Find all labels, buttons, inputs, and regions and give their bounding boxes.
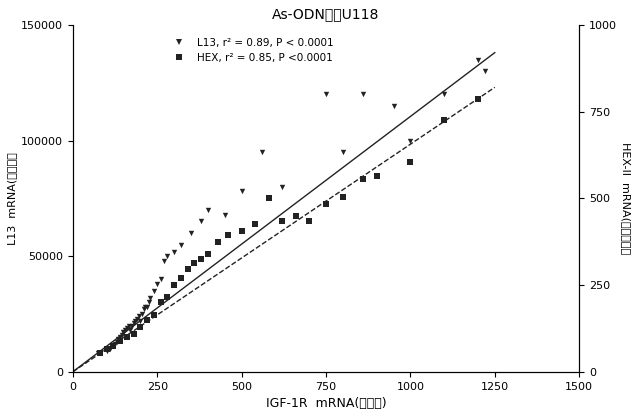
Point [105,345,115,352]
Point [321,200,331,207]
Point [277,218,287,224]
Point [250,221,260,228]
Point [125,327,135,334]
Point [175,275,186,281]
X-axis label: IGF-1R  mRNA(コピー): IGF-1R mRNA(コピー) [265,397,387,410]
Point [112,338,122,345]
Point [135,323,145,330]
Point [196,256,206,262]
Point [338,193,348,200]
Y-axis label: L13  mRNA(コピー）: L13 mRNA(コピー） [7,152,17,245]
Point [304,218,315,225]
Point [93,350,103,357]
Point [138,306,149,313]
Point [135,318,145,324]
Point [142,317,152,323]
Point [186,230,196,236]
Point [182,266,193,273]
Point [405,137,415,144]
Point [127,322,137,329]
Point [115,334,125,340]
Point [156,276,166,283]
Y-axis label: HEX-II  mRNA(コピー。）: HEX-II mRNA(コピー。） [621,142,631,254]
Title: As-ODN治療U118: As-ODN治療U118 [272,7,380,21]
Point [128,320,138,327]
Point [108,343,119,350]
Point [321,91,331,98]
Point [117,332,127,338]
Point [152,281,162,287]
Point [101,346,112,352]
Point [304,218,315,224]
Point [169,282,179,289]
Point [196,218,206,225]
Point [156,299,166,306]
Point [133,313,144,319]
Point [119,329,129,336]
Point [439,91,449,98]
Point [142,304,152,310]
Point [122,334,132,340]
Point [108,342,119,349]
Point [94,349,105,356]
Point [203,251,213,257]
Point [144,299,154,306]
Point [290,212,300,219]
Point [149,287,159,294]
Point [101,348,112,354]
Point [115,337,125,344]
Point [128,330,138,337]
Point [223,231,234,238]
Point [123,322,133,329]
Point [122,324,132,331]
Point [237,188,247,195]
Point [203,206,213,213]
Point [371,173,382,179]
Point [439,117,449,123]
Point [256,149,267,156]
Point [145,294,156,301]
Point [137,311,147,317]
Point [263,195,274,202]
Point [405,158,415,165]
Point [149,311,159,318]
Point [338,149,348,156]
Point [175,241,186,248]
Point [132,315,142,322]
Point [169,248,179,255]
Point [130,318,140,324]
Point [480,68,490,75]
Point [389,103,399,109]
Point [162,294,172,301]
Point [159,257,169,264]
Point [189,259,200,266]
Point [213,239,223,245]
Point [237,228,247,235]
Point [358,91,368,98]
Point [219,211,230,218]
Point [120,327,130,334]
Point [140,304,151,310]
Point [473,96,483,103]
Point [110,341,120,347]
Point [473,56,483,63]
Point [162,253,172,259]
Legend: L13, r² = 0.89, P < 0.0001, HEX, r² = 0.85, P <0.0001: L13, r² = 0.89, P < 0.0001, HEX, r² = 0.… [164,33,338,67]
Point [358,176,368,183]
Point [114,336,124,343]
Point [277,183,287,190]
